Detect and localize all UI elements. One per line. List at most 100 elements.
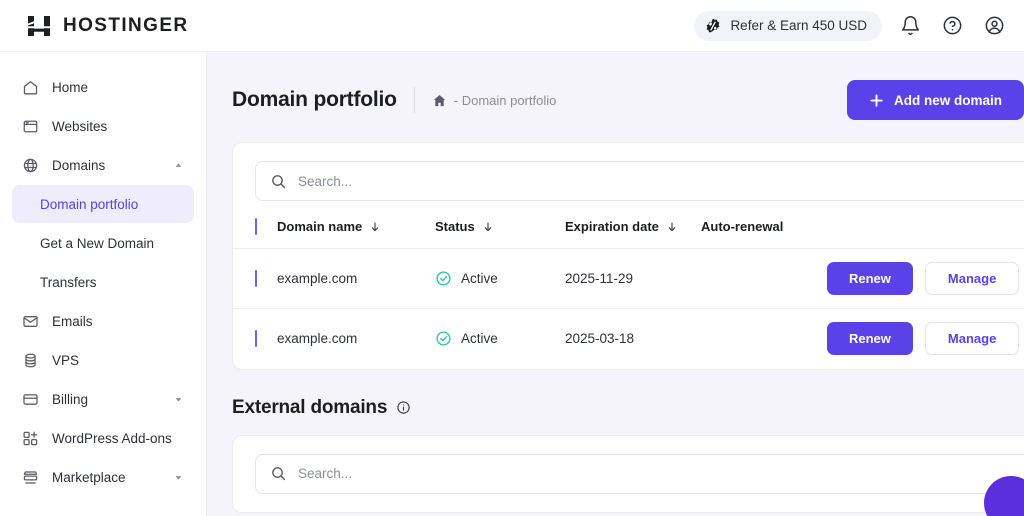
- marketplace-icon: [22, 469, 39, 486]
- check-circle-icon: [435, 270, 452, 287]
- row-auto-renewal-cell: [701, 248, 827, 309]
- domains-search-input[interactable]: [298, 173, 1024, 189]
- external-domains-card: [232, 434, 1024, 513]
- renew-button[interactable]: Renew: [827, 262, 913, 295]
- sidebar-item-label: Emails: [52, 314, 93, 329]
- sidebar-item-marketplace[interactable]: Marketplace: [12, 458, 194, 497]
- external-domains-header: External domains: [232, 397, 1024, 419]
- row-actions-cell: Renew Manage: [827, 309, 1024, 369]
- chevron-up-icon: [173, 160, 184, 171]
- manage-button[interactable]: Manage: [924, 322, 1020, 356]
- header-divider: [413, 87, 415, 113]
- row-checkbox[interactable]: [255, 270, 257, 287]
- sidebar-item-emails[interactable]: Emails: [12, 302, 194, 341]
- row-domain-name: example.com: [277, 331, 358, 347]
- sidebar-item-domains[interactable]: Domains: [12, 146, 194, 185]
- domains-table: Domain name Status: [233, 218, 1024, 369]
- browser-window-icon: [22, 118, 39, 135]
- domains-table-head: Domain name Status: [233, 218, 1024, 249]
- row-status-cell: Active: [435, 309, 565, 369]
- domains-card: Domain name Status: [232, 142, 1024, 370]
- manage-button[interactable]: Manage: [924, 262, 1020, 295]
- sidebar-item-label: VPS: [52, 353, 80, 368]
- select-all-cell: [233, 218, 277, 249]
- page-header: Domain portfolio - Domain portfolio: [232, 52, 1024, 142]
- hostinger-h-logo-icon: [26, 13, 52, 39]
- row-status-label: Active: [461, 331, 498, 347]
- row-checkbox[interactable]: [255, 330, 257, 348]
- main-content: Domain portfolio - Domain portfolio: [207, 52, 1024, 516]
- envelope-icon: [22, 313, 39, 330]
- help-button[interactable]: [938, 12, 966, 40]
- select-all-checkbox[interactable]: [255, 218, 257, 235]
- row-select-cell: [233, 248, 277, 309]
- sidebar-item-billing[interactable]: Billing: [12, 380, 194, 419]
- add-new-domain-button[interactable]: Add new domain: [847, 80, 1024, 120]
- bell-icon: [900, 15, 921, 36]
- check-circle-icon: [435, 330, 452, 347]
- server-icon: [22, 352, 39, 369]
- page-title: Domain portfolio: [232, 88, 397, 111]
- sidebar-item-domain-portfolio[interactable]: Domain portfolio: [12, 185, 194, 223]
- sidebar-item-label: Billing: [52, 392, 89, 407]
- breadcrumb-text: - Domain portfolio: [453, 92, 557, 108]
- top-bar: HOSTINGER Refer & Earn 450 USD: [0, 0, 1024, 52]
- external-domains-search-area: [233, 436, 1024, 512]
- column-domain-name[interactable]: Domain name: [277, 219, 435, 249]
- sidebar-item-label: Domains: [52, 158, 106, 173]
- column-auto-renewal: Auto-renewal: [701, 219, 827, 249]
- row-status-cell: Active: [435, 248, 565, 309]
- sidebar-item-home[interactable]: Home: [12, 68, 194, 107]
- top-bar-actions: Refer & Earn 450 USD: [694, 10, 1008, 41]
- sidebar-item-transfers[interactable]: Transfers: [12, 263, 194, 301]
- refer-and-earn-button[interactable]: Refer & Earn 450 USD: [694, 10, 882, 41]
- external-domains-search-input[interactable]: [298, 466, 1024, 481]
- row-actions-cell: Renew Manage: [827, 248, 1024, 309]
- brand-logo[interactable]: HOSTINGER: [26, 13, 189, 39]
- discount-badge-icon: [705, 18, 721, 34]
- notifications-button[interactable]: [896, 12, 924, 40]
- sidebar-subitem-label: Get a New Domain: [40, 235, 155, 251]
- account-button[interactable]: [980, 12, 1008, 40]
- sidebar-item-label: Home: [52, 80, 89, 95]
- sidebar-item-label: Marketplace: [52, 470, 126, 485]
- row-expiration-date: 2025-11-29: [565, 248, 701, 309]
- refer-and-earn-label: Refer & Earn 450 USD: [730, 18, 867, 33]
- globe-icon: [22, 157, 39, 174]
- sidebar: Home Websites: [0, 52, 207, 516]
- breadcrumb[interactable]: - Domain portfolio: [432, 92, 557, 108]
- chevron-down-icon: [173, 472, 184, 483]
- info-circle-icon[interactable]: [396, 400, 411, 415]
- brand-name: HOSTINGER: [63, 14, 189, 36]
- arrow-down-icon: [666, 221, 678, 233]
- table-row: example.com Active: [233, 248, 1024, 309]
- column-label: Status: [435, 219, 475, 234]
- home-icon: [432, 93, 447, 108]
- grid-plus-icon: [22, 430, 39, 447]
- domains-card-search-area: [233, 143, 1024, 201]
- sidebar-item-label: Websites: [52, 119, 108, 134]
- column-label: Expiration date: [565, 219, 659, 234]
- arrow-down-icon: [369, 221, 381, 233]
- sidebar-item-websites[interactable]: Websites: [12, 107, 194, 146]
- column-expiration-date[interactable]: Expiration date: [565, 219, 701, 249]
- renew-button[interactable]: Renew: [827, 322, 913, 356]
- user-circle-icon: [984, 15, 1005, 36]
- external-domains-search-box[interactable]: [255, 453, 1024, 494]
- domains-search-box[interactable]: [255, 161, 1024, 201]
- external-domains-title: External domains: [232, 396, 388, 418]
- body-area: Home Websites: [0, 52, 1024, 516]
- sidebar-item-vps[interactable]: VPS: [12, 341, 194, 380]
- table-row: example.com Active: [233, 309, 1024, 369]
- arrow-down-icon: [482, 221, 494, 233]
- question-circle-icon: [942, 15, 963, 36]
- row-status-label: Active: [461, 271, 498, 286]
- column-label: Auto-renewal: [701, 219, 784, 234]
- sidebar-item-get-a-new-domain[interactable]: Get a New Domain: [12, 224, 194, 262]
- table-header-row: Domain name Status: [233, 218, 1024, 249]
- column-status[interactable]: Status: [435, 219, 565, 249]
- sidebar-item-wordpress-addons[interactable]: WordPress Add-ons: [12, 419, 194, 458]
- search-icon: [270, 173, 287, 190]
- column-actions: [827, 219, 1024, 249]
